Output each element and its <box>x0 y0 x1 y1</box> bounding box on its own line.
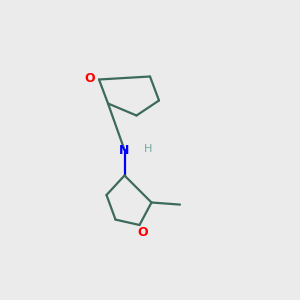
Text: O: O <box>84 72 95 85</box>
Text: O: O <box>137 226 148 239</box>
Text: H: H <box>144 144 153 154</box>
Text: N: N <box>119 143 130 157</box>
